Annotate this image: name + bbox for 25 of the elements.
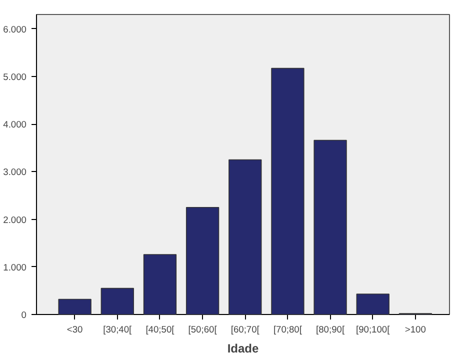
y-tick-label: 4.000 [3,120,26,130]
y-tick-label: 6.000 [3,24,26,34]
y-tick-label: 1.000 [3,262,26,272]
bar [58,298,92,315]
bar [271,68,304,315]
y-tick-label: 5.000 [3,72,26,82]
bar [186,206,220,315]
x-tick-label: [50;60[ [188,324,218,334]
x-tick-label: <30 [66,324,83,334]
bar [314,140,347,315]
x-tick-label: [70;80[ [273,324,302,334]
x-tick-label: >100 [404,324,426,334]
x-tick-label: [40;50[ [146,324,175,334]
x-tick-label: [60;70[ [230,324,260,334]
x-axis-title: Idade [227,342,259,356]
x-tick-label: [90;100[ [356,324,390,334]
bar [143,254,177,315]
x-tick-label: [80;90[ [316,324,345,334]
y-tick-label: 0 [21,310,27,320]
bar [228,159,262,315]
y-tick-label: 3.000 [3,167,26,178]
bar [356,294,390,315]
x-tick-label: [30;40[ [103,324,132,334]
y-tick-label: 2.000 [3,214,26,225]
bar [100,288,134,315]
